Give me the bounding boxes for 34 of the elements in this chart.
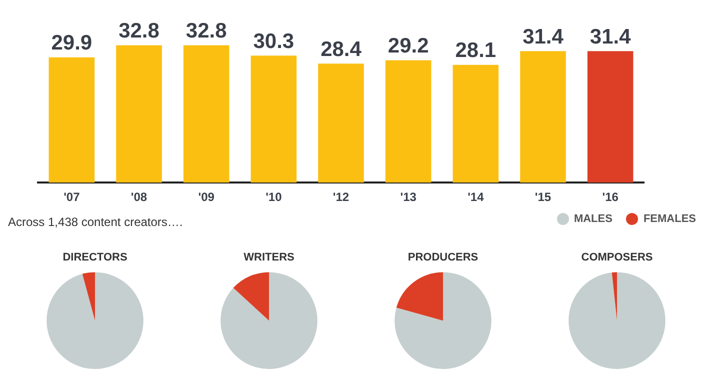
x-tick-label: '08	[130, 190, 148, 204]
data-label: 32.8	[118, 20, 160, 43]
x-tick-label: '16	[602, 190, 619, 204]
chart-title: WRITERS	[244, 252, 294, 264]
x-tick-label: '14	[468, 190, 484, 204]
data-label: 31.4	[590, 25, 632, 48]
text: Across 1,438 content creators….	[8, 215, 183, 229]
bar	[116, 45, 162, 183]
x-tick-label: '13	[400, 190, 417, 204]
chart-title: DIRECTORS	[62, 252, 128, 264]
chart-title: PRODUCERS	[408, 252, 478, 264]
x-tick-label: '12	[332, 190, 350, 204]
bar	[250, 56, 297, 183]
x-tick-label: '10	[266, 190, 282, 204]
data-label: 29.9	[51, 32, 92, 55]
bar	[520, 51, 566, 183]
bar	[48, 57, 95, 183]
legend-label: MALES	[574, 213, 612, 225]
data-label: 31.4	[522, 25, 564, 48]
x-tick-label: '07	[64, 190, 80, 204]
bar	[587, 51, 634, 183]
data-label: 32.8	[186, 20, 228, 43]
bar	[452, 64, 499, 183]
data-label: 28.1	[455, 39, 496, 62]
bar	[385, 60, 432, 183]
text: COMPOSERS	[581, 252, 653, 264]
bar	[318, 64, 364, 183]
legend-label: FEMALES	[643, 213, 696, 225]
data-label: 29.2	[388, 34, 429, 58]
data-label: 28.4	[320, 38, 362, 61]
bar	[183, 45, 230, 183]
data-label: 30.3	[253, 30, 294, 53]
x-tick-label: '15	[534, 190, 552, 204]
x-tick-label: '09	[198, 190, 215, 204]
